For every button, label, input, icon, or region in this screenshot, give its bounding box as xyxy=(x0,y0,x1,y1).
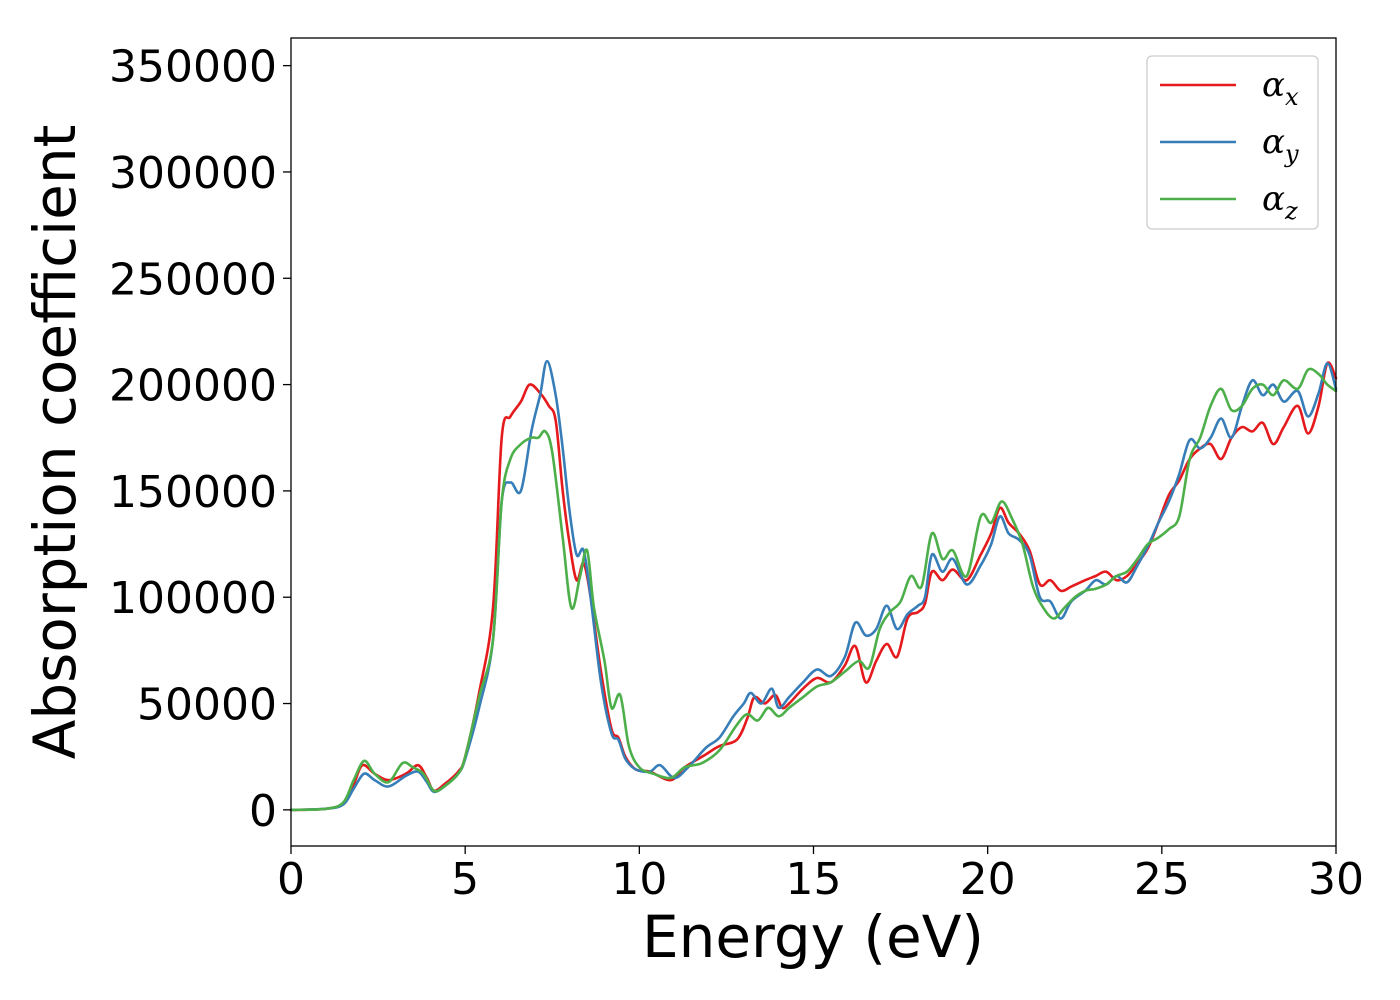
legend-label-symbol: α xyxy=(1262,65,1285,105)
legend-label-symbol: α xyxy=(1262,179,1285,219)
y-axis-label: Absorption coefficient xyxy=(21,125,89,760)
y-tick-label: 100000 xyxy=(109,573,277,624)
x-tick-label: 15 xyxy=(786,854,842,905)
series-line-z xyxy=(289,367,1338,812)
series-layer xyxy=(289,359,1338,812)
legend-label-x: αx xyxy=(1262,65,1299,111)
legend-label-subscript: y xyxy=(1284,140,1299,168)
x-tick-label: 20 xyxy=(960,854,1016,905)
y-axis-ticks: 0 50000 100000 150000 200000 250000 300000 3500… xyxy=(109,42,291,837)
legend-label-subscript: x xyxy=(1285,83,1299,111)
y-tick-label: 50000 xyxy=(137,680,277,731)
y-tick-label: 200000 xyxy=(109,361,277,412)
legend-label-z: αz xyxy=(1262,179,1298,225)
x-tick-label: 0 xyxy=(277,854,305,905)
x-axis-label: Energy (eV) xyxy=(642,903,984,971)
y-tick-label: 250000 xyxy=(109,254,277,305)
legend-label-y: αy xyxy=(1262,122,1299,168)
x-tick-label: 10 xyxy=(611,854,667,905)
y-tick-label: 350000 xyxy=(109,42,277,93)
legend-label-symbol: α xyxy=(1262,122,1285,162)
y-tick-label: 300000 xyxy=(109,148,277,199)
y-tick-label: 0 xyxy=(249,786,277,837)
series-line-y xyxy=(289,359,1338,812)
legend-label-subscript: z xyxy=(1284,197,1298,225)
series-line-x xyxy=(289,361,1338,812)
x-axis-ticks: 0 5 10 15 20 25 30 xyxy=(277,846,1364,905)
x-tick-label: 25 xyxy=(1134,854,1190,905)
x-tick-label: 5 xyxy=(451,854,479,905)
x-tick-label: 30 xyxy=(1308,854,1364,905)
y-tick-label: 150000 xyxy=(109,467,277,518)
